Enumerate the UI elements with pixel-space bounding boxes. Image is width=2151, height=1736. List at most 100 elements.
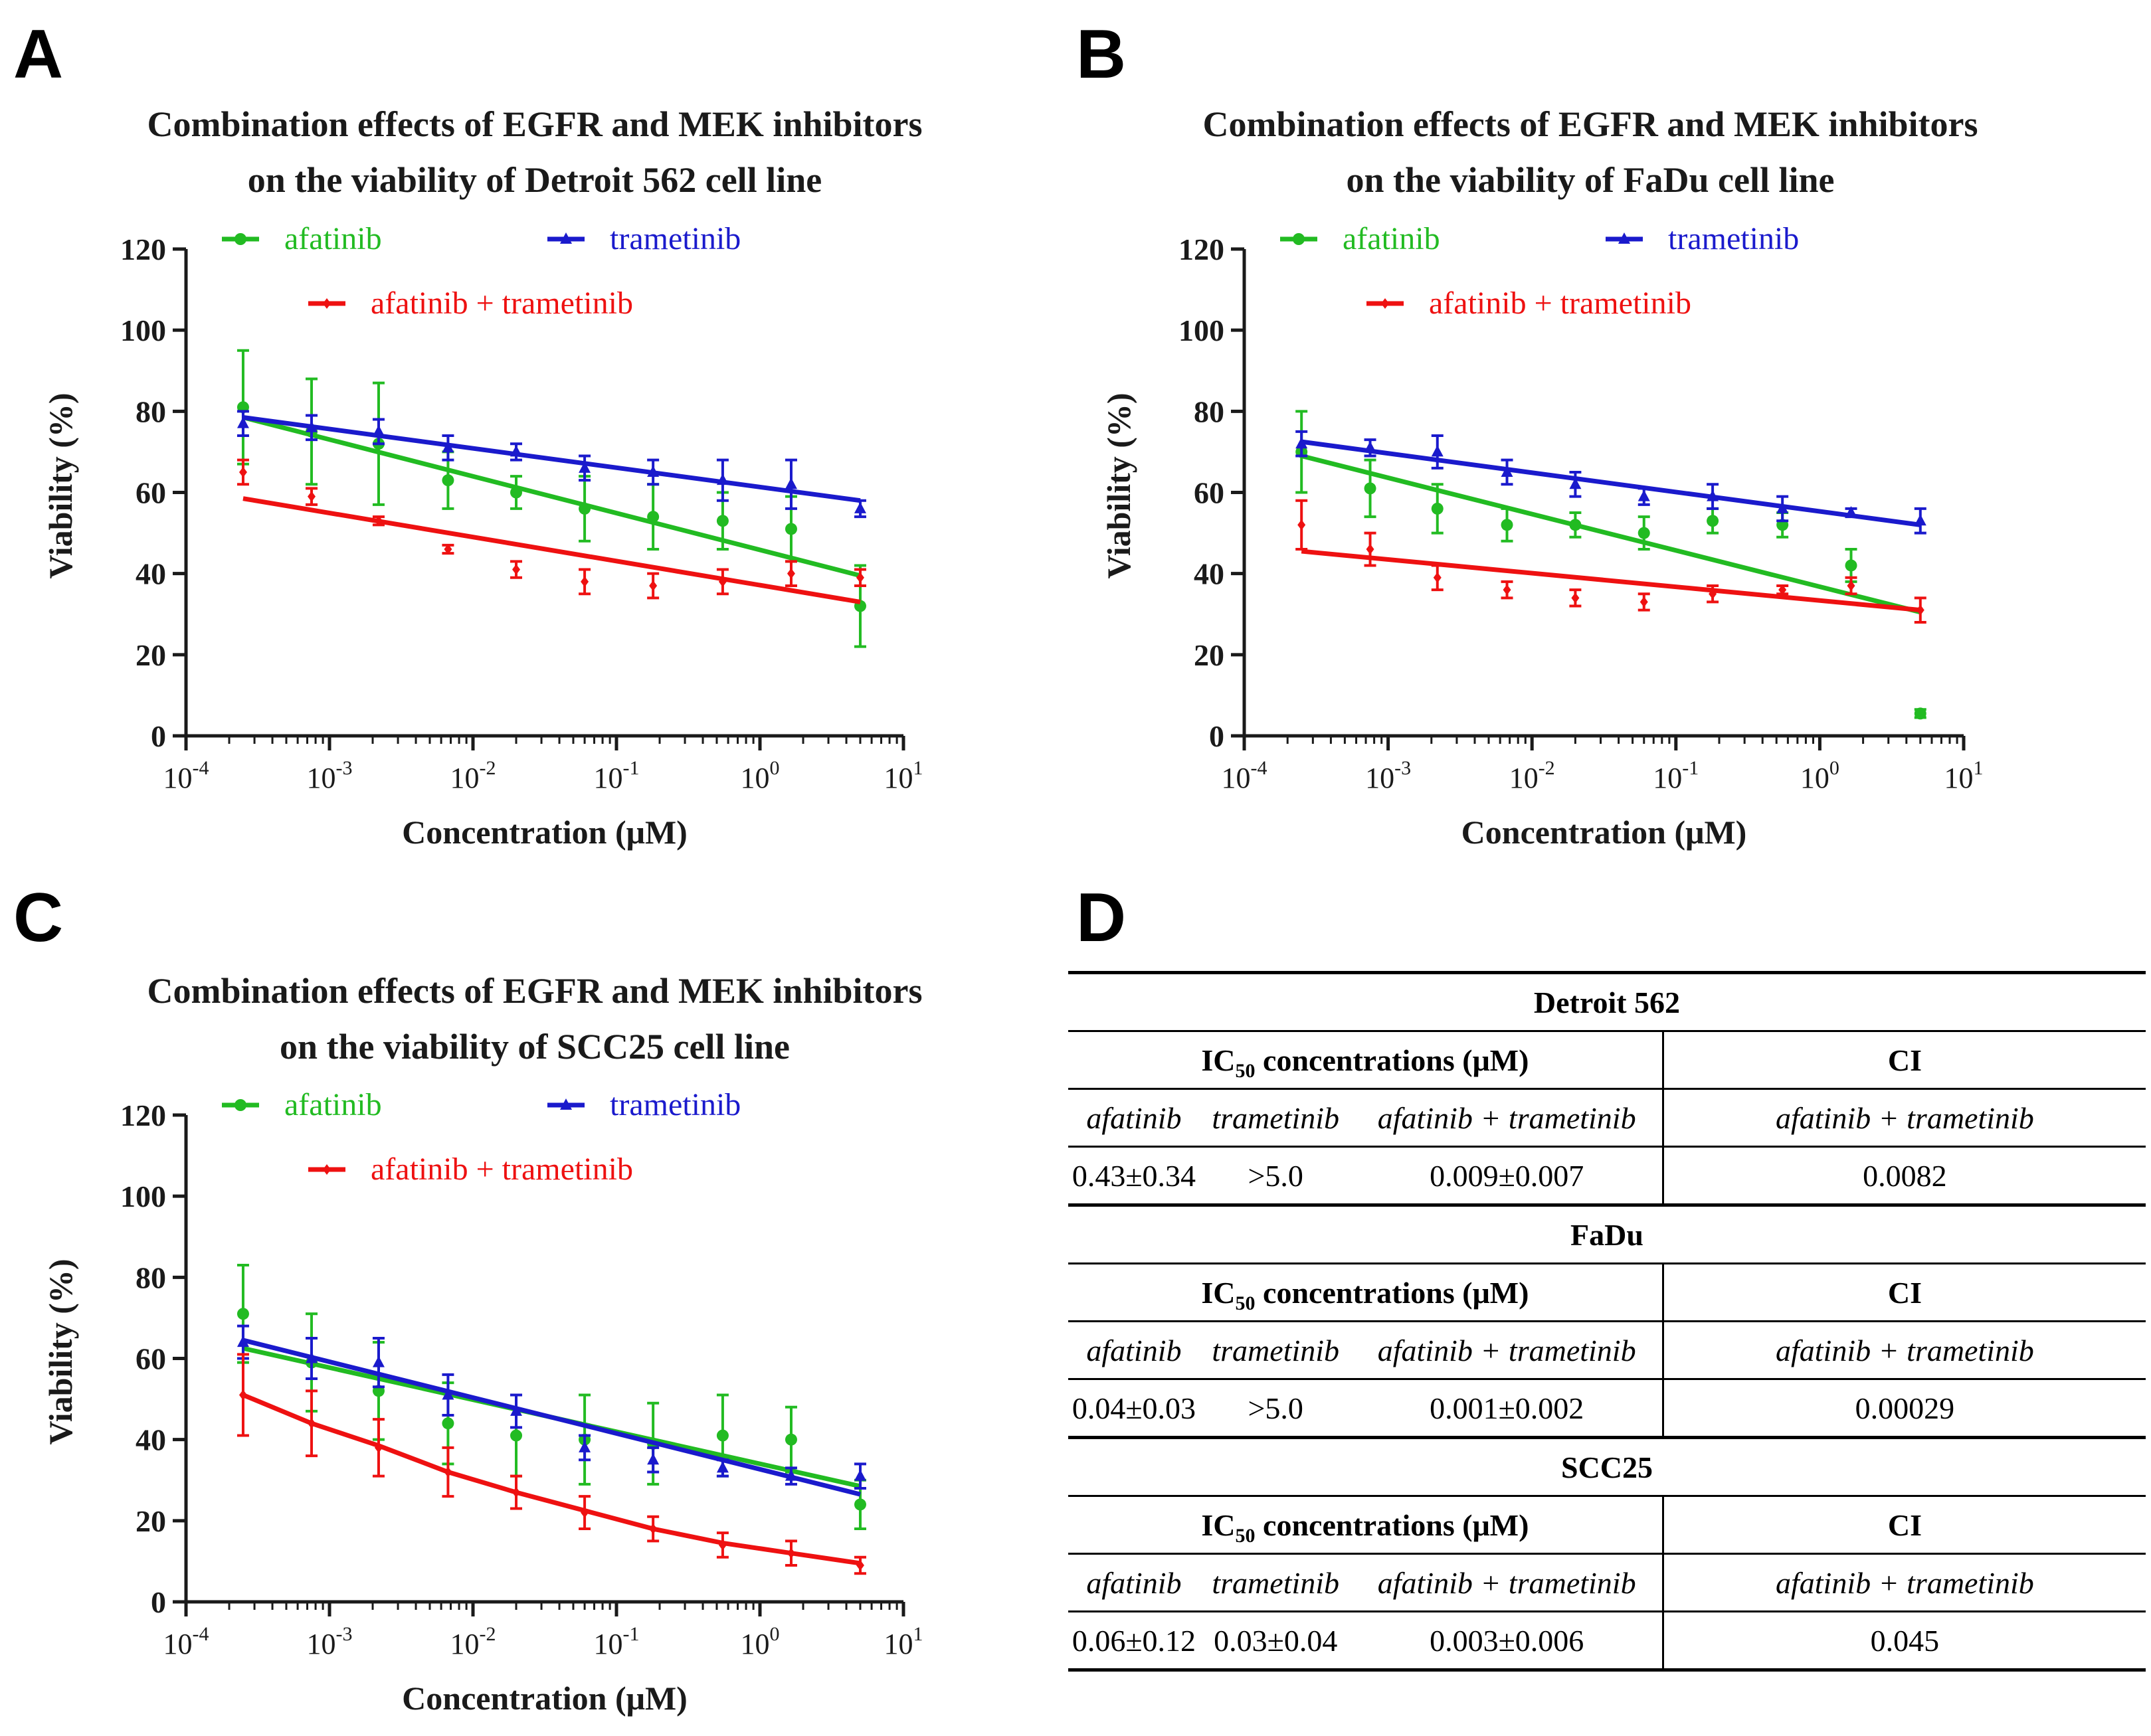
series-combo (236, 458, 866, 604)
data-point (854, 1498, 866, 1511)
data-point (1431, 502, 1444, 515)
col-trametinib: trametinib (1212, 1100, 1340, 1135)
y-tick-label: 20 (136, 638, 166, 672)
col-trametinib: trametinib (1212, 1333, 1340, 1367)
data-point (785, 523, 797, 535)
y-axis-label: Viability (%) (1100, 392, 1137, 578)
data-point (236, 1336, 249, 1347)
y-tick-label: 0 (1209, 719, 1224, 753)
legend-swatch-marker (1293, 233, 1305, 245)
data-point (236, 416, 249, 428)
table-column-row: afatinib trametinib afatinib + trametinib a… (1068, 1553, 2146, 1612)
table-column-row: afatinib trametinib afatinib + trametinib a… (1068, 1088, 2146, 1147)
ic50-header: IC50 concentrations (μM) (1068, 1496, 1663, 1555)
x-tick-label: 10-1 (594, 1623, 640, 1660)
y-tick-label: 60 (136, 1342, 166, 1376)
data-point (510, 486, 523, 499)
x-axis-label: Concentration (μM) (402, 814, 688, 851)
fit-line (1301, 549, 1921, 613)
data-point (1569, 519, 1582, 531)
col-combo: afatinib + trametinib (1377, 1565, 1636, 1600)
series-trametinib (1295, 430, 1926, 535)
table-section-row: FaDu (1068, 1203, 2146, 1264)
x-tick-label: 10-4 (163, 757, 209, 794)
x-tick-label: 10-4 (163, 1623, 209, 1660)
data-point (716, 1461, 729, 1473)
series-afatinib (236, 1264, 866, 1531)
ic50-table: Detroit 562 IC50 concentrations (μM) CI afa… (1068, 971, 2146, 1672)
data-point (512, 564, 521, 575)
cell-line-header: Detroit 562 (1068, 971, 2146, 1032)
y-tick-label: 40 (136, 1423, 166, 1457)
x-tick-label: 10-1 (1653, 757, 1699, 794)
ci-header: CI (1661, 1031, 2146, 1090)
data-point (1366, 544, 1374, 555)
panel-letter-c: C (13, 879, 64, 956)
data-point (510, 1429, 523, 1442)
data-point (442, 474, 454, 487)
col-afatinib: afatinib (1086, 1100, 1182, 1135)
data-point (649, 1523, 658, 1535)
col-combo: afatinib + trametinib (1377, 1333, 1636, 1367)
legend: afatinib trametinib afatinib + trametinib (222, 221, 741, 321)
col-combo: afatinib + trametinib (1377, 1100, 1636, 1135)
series-combo (236, 1353, 866, 1575)
y-tick-label: 120 (120, 1098, 166, 1132)
cell-line-header: SCC25 (1068, 1436, 2146, 1497)
table-section-row: SCC25 (1068, 1436, 2146, 1497)
x-tick-label: 10-2 (450, 1623, 496, 1660)
series-trametinib (236, 1324, 866, 1497)
legend-swatch-marker (1381, 298, 1389, 309)
panel-letter-b: B (1076, 16, 1127, 93)
x-tick-label: 100 (741, 757, 780, 794)
cell-line-header: FaDu (1068, 1203, 2146, 1264)
data-point (1503, 584, 1511, 596)
data-point (1847, 580, 1855, 591)
data-point (647, 465, 660, 477)
data-point (1709, 588, 1717, 600)
col-afatinib: afatinib (1086, 1333, 1182, 1367)
val-trametinib: 0.03±0.04 (1199, 1610, 1352, 1672)
y-tick-label: 20 (136, 1504, 166, 1538)
chart-title-line: Combination effects of EGFR and MEK inhi… (1202, 104, 1978, 144)
fit-line (1301, 454, 1921, 615)
chart-title-line: on the viability of Detroit 562 cell lin… (248, 160, 822, 200)
data-point (785, 1469, 797, 1481)
data-point (647, 511, 660, 523)
legend-swatch-marker (323, 1164, 331, 1175)
data-point (579, 461, 591, 473)
table-section-row: Detroit 562 (1068, 971, 2146, 1032)
col-afatinib: afatinib (1086, 1565, 1182, 1600)
legend-swatch-marker (560, 232, 572, 244)
val-afatinib: 0.06±0.12 (1068, 1610, 1200, 1672)
data-point (510, 1404, 523, 1416)
fit-line (1301, 439, 1921, 527)
fit-line (242, 496, 861, 604)
x-tick-label: 101 (884, 1623, 923, 1660)
legend-swatch-marker (1618, 232, 1630, 244)
fit-line (242, 1338, 861, 1497)
data-point (856, 1560, 864, 1571)
val-ci: 0.045 (1661, 1610, 2146, 1672)
data-point (785, 1433, 797, 1446)
legend-label: afatinib + trametinib (371, 286, 633, 321)
chart-panel-a: Combination effects of EGFR and MEK inhi… (42, 104, 923, 851)
data-point (372, 1355, 385, 1367)
data-point (1639, 596, 1648, 608)
data-point (1776, 501, 1789, 513)
x-tick-label: 10-3 (307, 757, 353, 794)
x-tick-label: 10-1 (594, 757, 640, 794)
panel-letter-d: D (1076, 879, 1127, 956)
data-point (1914, 514, 1926, 526)
legend-swatch-marker (234, 233, 246, 245)
data-point (716, 474, 729, 485)
ic50-table-grid: Detroit 562 IC50 concentrations (μM) CI afa… (1068, 971, 2146, 1672)
val-trametinib: >5.0 (1199, 1378, 1352, 1438)
data-point (856, 572, 864, 583)
y-tick-label: 60 (1194, 476, 1224, 510)
data-point (444, 544, 452, 555)
ic50-header: IC50 concentrations (μM) (1068, 1031, 1663, 1090)
data-point (716, 515, 729, 527)
col-ci-combo: afatinib + trametinib (1661, 1321, 2146, 1379)
data-point (1845, 559, 1857, 572)
